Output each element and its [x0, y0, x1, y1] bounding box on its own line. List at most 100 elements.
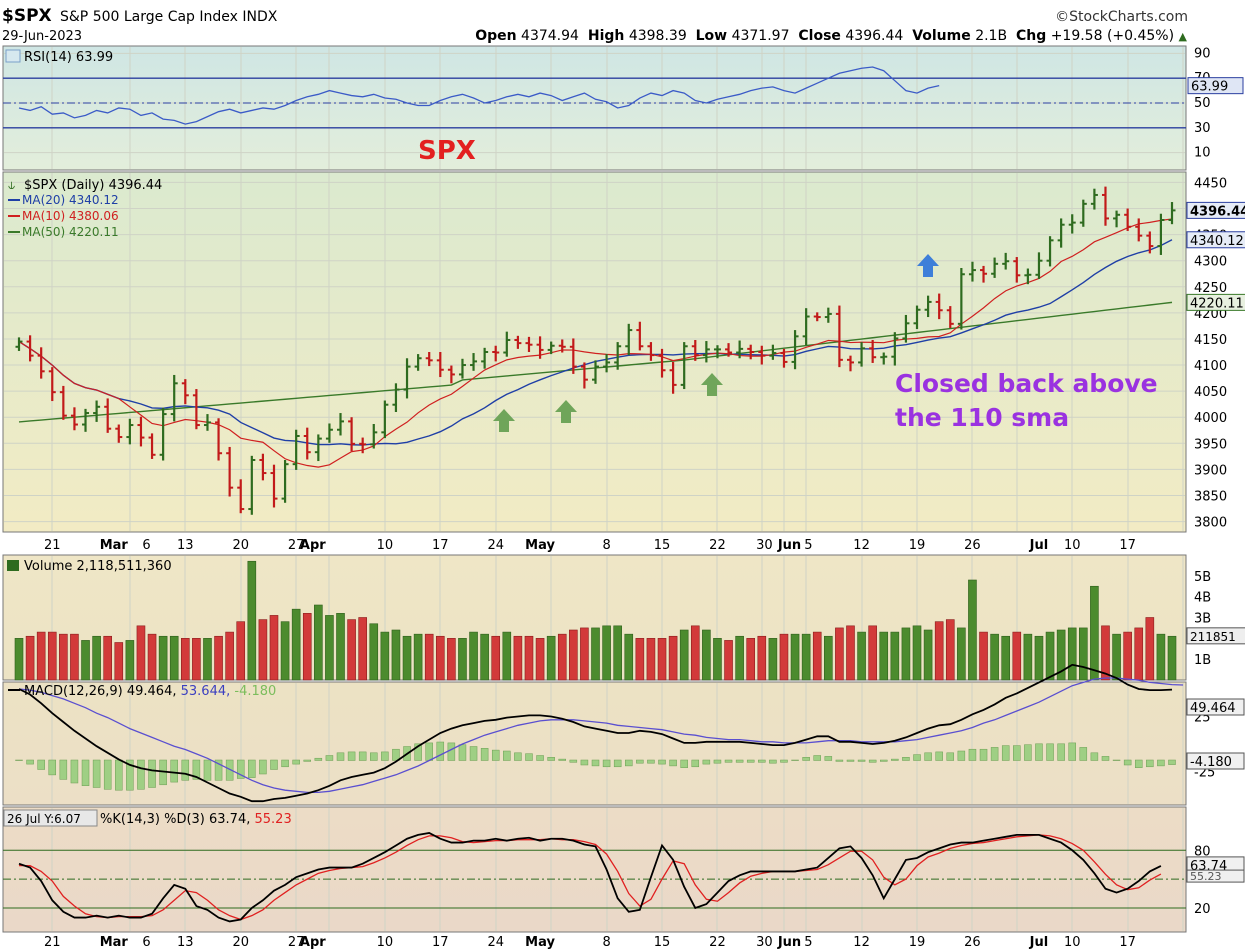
- ohlc-bar: [580, 362, 588, 389]
- macd-hist-bar: [115, 759, 123, 791]
- volume-bar: [524, 635, 534, 681]
- macd-hist-bar: [724, 759, 733, 763]
- price-badge-value: 4340.12: [1190, 234, 1244, 249]
- macd-hist-bar: [1013, 745, 1021, 761]
- x-tick-label: 22: [709, 538, 726, 553]
- rsi-panel: [2, 45, 1187, 171]
- y-tick-label: 3950: [1194, 437, 1227, 452]
- macd-hist-bar: [1079, 747, 1088, 761]
- macd-hist-bar: [37, 759, 45, 770]
- sto-panel: [2, 806, 1187, 933]
- ohlc-bar: [769, 344, 777, 360]
- brand-logo[interactable]: ©StockCharts.com: [1055, 9, 1188, 25]
- volume-bar: [557, 633, 567, 681]
- macd-hist-bar: [214, 759, 223, 781]
- macd-hist-bar: [957, 750, 966, 761]
- x-tick-label: 22: [709, 935, 726, 950]
- symbol[interactable]: $SPX: [2, 6, 52, 26]
- ohlc-bar: [658, 348, 666, 378]
- macd-hist-bar: [647, 759, 655, 764]
- ohlc-bar: [447, 365, 455, 384]
- y-tick-label: 30: [1194, 121, 1211, 136]
- macd-hist-bar: [358, 751, 367, 761]
- ohlc-bar: [115, 424, 123, 443]
- ohlc-bar: [270, 464, 278, 508]
- volume-bar: [846, 625, 855, 681]
- ohlc-bar: [625, 323, 633, 356]
- volume-bar: [546, 635, 556, 681]
- x-tick-label: 15: [654, 935, 671, 950]
- volume-bar: [613, 625, 622, 681]
- volume-bar: [247, 560, 257, 681]
- macd-hist-bar: [81, 759, 90, 786]
- macd-hist-bar: [203, 759, 212, 781]
- y-tick-label: 4300: [1194, 255, 1227, 270]
- volume-bar: [1023, 633, 1033, 681]
- macd-hist-bar: [580, 759, 589, 766]
- ohlc-bar: [1090, 188, 1098, 210]
- x-tick-label: Jun: [777, 935, 801, 950]
- volume-bar: [923, 629, 933, 681]
- volume-bar: [413, 633, 423, 681]
- volume-bar: [702, 629, 711, 681]
- price-badge-value: 4220.11: [1190, 296, 1244, 311]
- ohlc-bar: [558, 339, 566, 353]
- ohlc-bar: [104, 398, 112, 433]
- macd-hist-bar: [591, 759, 600, 767]
- macd-line: [18, 663, 1173, 803]
- volume-bar: [957, 627, 966, 681]
- volume-bar: [336, 613, 345, 681]
- x-tick-label: 10: [377, 935, 394, 950]
- price-legend-title: $SPX (Daily) 4396.44: [24, 178, 162, 193]
- volume-bar: [768, 638, 778, 681]
- volume-bar: [1167, 635, 1177, 681]
- annotation-closed-back: Closed back above: [895, 369, 1158, 398]
- volume-bar: [280, 621, 290, 681]
- y-tick-label: 80: [1194, 844, 1211, 859]
- macd-hist-bar: [70, 759, 79, 784]
- y-tick-label: 3800: [1194, 516, 1227, 531]
- volume-bar: [1079, 627, 1088, 681]
- ohlc-bar: [470, 353, 478, 371]
- x-tick-label: 13: [177, 935, 194, 950]
- stoch-k-line: [18, 832, 1162, 923]
- macd-hist-bar: [92, 759, 101, 788]
- ohlc-bar: [702, 341, 710, 363]
- volume-bar: [679, 629, 689, 681]
- macd-hist-bar: [658, 759, 666, 765]
- price-panel: [2, 171, 1187, 533]
- x-tick-label: 6: [142, 935, 150, 950]
- volume-bar: [236, 621, 246, 681]
- y-tick-label: 4450: [1194, 176, 1227, 191]
- macd-hist-bar: [1123, 759, 1132, 766]
- volume-bar: [668, 635, 678, 681]
- x-tick-label: Apr: [300, 935, 326, 950]
- macd-hist-bar: [447, 742, 456, 761]
- ohlc-bar: [991, 257, 999, 278]
- volume-bar: [857, 631, 866, 681]
- volume-bar: [535, 638, 545, 681]
- x-tick-label: 17: [432, 538, 449, 553]
- ohlc-bar: [226, 446, 234, 497]
- ohlc-bar: [82, 408, 90, 432]
- macd-last-badge: [1186, 698, 1245, 716]
- y-tick-label: 4100: [1194, 359, 1227, 374]
- ohlc-bar: [458, 358, 466, 379]
- ma-legend-label: MA(10) 4380.06: [22, 209, 119, 223]
- ma-legend-label: MA(20) 4340.12: [22, 193, 119, 207]
- volume-bar: [435, 635, 445, 681]
- ohlc-bar: [603, 354, 611, 373]
- ohlc-bar: [592, 360, 599, 384]
- macd-hist-bar: [48, 759, 57, 776]
- volume-bar: [402, 635, 412, 681]
- ohlc-bar: [669, 361, 677, 394]
- up-arrow-icon: [555, 400, 577, 423]
- ohlc-bar: [536, 336, 544, 359]
- ohlc-bar: [170, 374, 178, 422]
- macd-hist-bar: [170, 759, 178, 783]
- macd-hist-bar: [281, 759, 289, 768]
- macd-hist-bar: [547, 757, 555, 761]
- macd-hist-badge: [1186, 752, 1245, 770]
- volume-bar: [480, 633, 489, 681]
- up-arrow-icon: [917, 254, 939, 277]
